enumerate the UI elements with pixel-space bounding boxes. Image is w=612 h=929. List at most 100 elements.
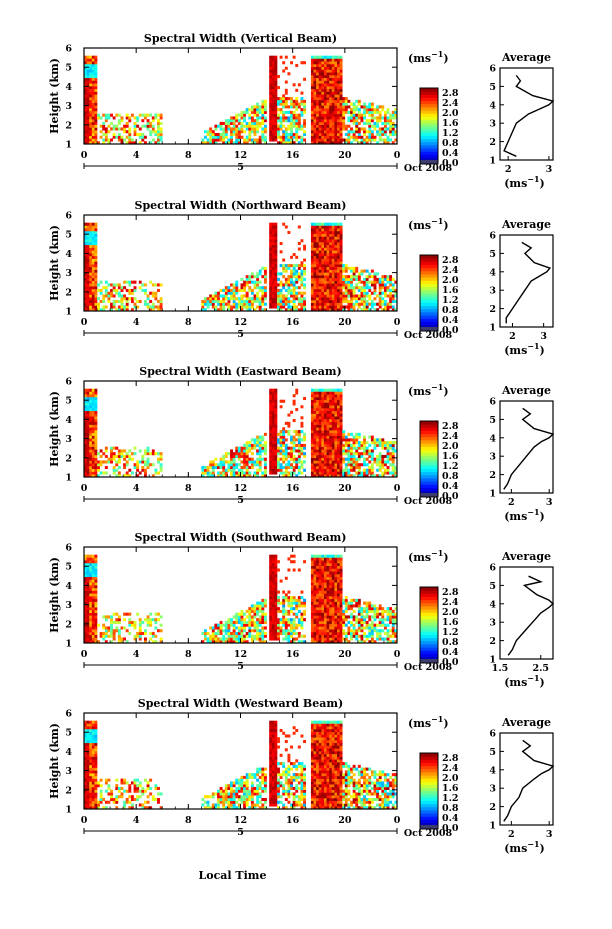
heatmap-cell xyxy=(331,69,335,73)
heatmap-cell xyxy=(89,388,93,392)
heatmap-cell xyxy=(310,102,314,106)
heatmap-cell xyxy=(323,80,327,84)
heatmap-cell xyxy=(297,299,301,304)
colorbar-tick-label: 0.8 xyxy=(442,138,459,149)
heatmap-cell xyxy=(141,135,145,139)
heatmap-cell xyxy=(339,460,343,464)
heatmap-cell xyxy=(365,452,369,456)
heatmap-cell xyxy=(287,424,291,428)
heatmap-cell xyxy=(347,446,351,450)
heatmap-cell xyxy=(313,239,317,243)
heatmap-cell xyxy=(117,308,121,312)
heatmap-cell xyxy=(370,138,374,142)
heatmap-cell xyxy=(86,582,90,586)
heatmap-cell xyxy=(84,119,87,123)
heatmap-cell xyxy=(334,474,338,478)
heatmap-cell xyxy=(355,113,359,117)
heatmap-cell xyxy=(316,77,320,81)
heatmap-cell xyxy=(123,618,127,622)
heatmap-cell xyxy=(86,119,90,123)
heatmap-cell xyxy=(339,457,343,461)
heatmap-cell xyxy=(232,615,236,619)
heatmap-cell xyxy=(269,579,273,583)
heatmap-cell xyxy=(316,410,320,414)
heatmap-cell xyxy=(256,141,260,145)
heatmap-cell xyxy=(224,127,228,131)
heatmap-cell xyxy=(334,413,338,417)
heatmap-cell xyxy=(97,283,100,287)
heatmap-cell xyxy=(274,615,278,619)
heatmap-cell xyxy=(321,75,325,79)
heatmap-cell xyxy=(271,565,275,569)
heatmap-cell xyxy=(381,474,385,478)
heatmap-cell xyxy=(269,465,273,470)
heatmap-cell xyxy=(292,283,296,287)
heatmap-cell xyxy=(230,297,233,301)
heatmap-cell xyxy=(240,286,244,290)
heatmap-cell xyxy=(357,302,361,306)
colorbar-swatch xyxy=(420,280,438,284)
heatmap-cell xyxy=(91,576,95,580)
heatmap-cell xyxy=(326,233,330,237)
heatmap-cell xyxy=(277,102,280,106)
heatmap-cell xyxy=(91,631,95,636)
heatmap-cell xyxy=(91,83,95,87)
heatmap-cell xyxy=(326,80,330,84)
heatmap-cell xyxy=(337,225,340,229)
heatmap-cell xyxy=(159,468,163,472)
heatmap-cell xyxy=(376,130,380,134)
heatmap-cell xyxy=(350,135,353,139)
average-unit-paren: ) xyxy=(540,344,545,357)
heatmap-cell xyxy=(86,443,90,447)
heatmap-cell xyxy=(357,432,361,436)
heatmap-cell xyxy=(282,399,286,403)
heatmap-cell xyxy=(279,465,283,470)
heatmap-cell xyxy=(222,463,226,467)
heatmap-cell xyxy=(279,97,283,101)
heatmap-cell xyxy=(389,130,393,134)
heatmap-cell xyxy=(295,269,299,273)
heatmap-cell xyxy=(243,457,247,461)
heatmap-cell xyxy=(94,266,98,270)
heatmap-cell xyxy=(253,141,257,145)
heatmap-cell xyxy=(321,135,325,139)
heatmap-cell xyxy=(370,471,374,475)
average-x-tick-label: 3 xyxy=(546,164,553,175)
heatmap-cell xyxy=(269,598,273,602)
heatmap-cell xyxy=(326,471,330,475)
heatmap-cell xyxy=(342,457,346,461)
heatmap-cell xyxy=(279,99,283,103)
heatmap-cell xyxy=(94,454,98,458)
heatmap-cell xyxy=(310,121,314,125)
heatmap-cell xyxy=(290,272,293,276)
heatmap-cell xyxy=(261,634,265,638)
heatmap-cell xyxy=(339,288,343,292)
heatmap-cell xyxy=(91,615,95,619)
heatmap-cell xyxy=(277,97,280,101)
heatmap-cell xyxy=(337,421,340,425)
heatmap-cell xyxy=(227,127,231,131)
heatmap-cell xyxy=(84,302,87,306)
heatmap-cell xyxy=(91,474,95,478)
heatmap-cell xyxy=(365,474,369,478)
heatmap-cell xyxy=(245,127,249,131)
heatmap-cell xyxy=(337,94,340,98)
heatmap-cell xyxy=(316,291,320,295)
heatmap-cell xyxy=(326,119,330,123)
heatmap-cell xyxy=(94,402,98,406)
heatmap-cell xyxy=(318,86,322,90)
heatmap-cell xyxy=(352,291,356,295)
heatmap-cell xyxy=(386,127,390,131)
heatmap-cell xyxy=(143,283,147,287)
heatmap-cell xyxy=(253,299,257,304)
heatmap-cell xyxy=(370,132,374,137)
heatmap-cell xyxy=(104,113,108,117)
heatmap-cell xyxy=(237,457,241,461)
heatmap-cell xyxy=(248,626,252,630)
heatmap-cell xyxy=(292,110,296,114)
heatmap-cell xyxy=(86,266,90,270)
heatmap-cell xyxy=(86,275,90,279)
heatmap-cell xyxy=(271,626,275,630)
x-tick-label: 0 xyxy=(394,483,401,494)
heatmap-cell xyxy=(269,607,273,611)
